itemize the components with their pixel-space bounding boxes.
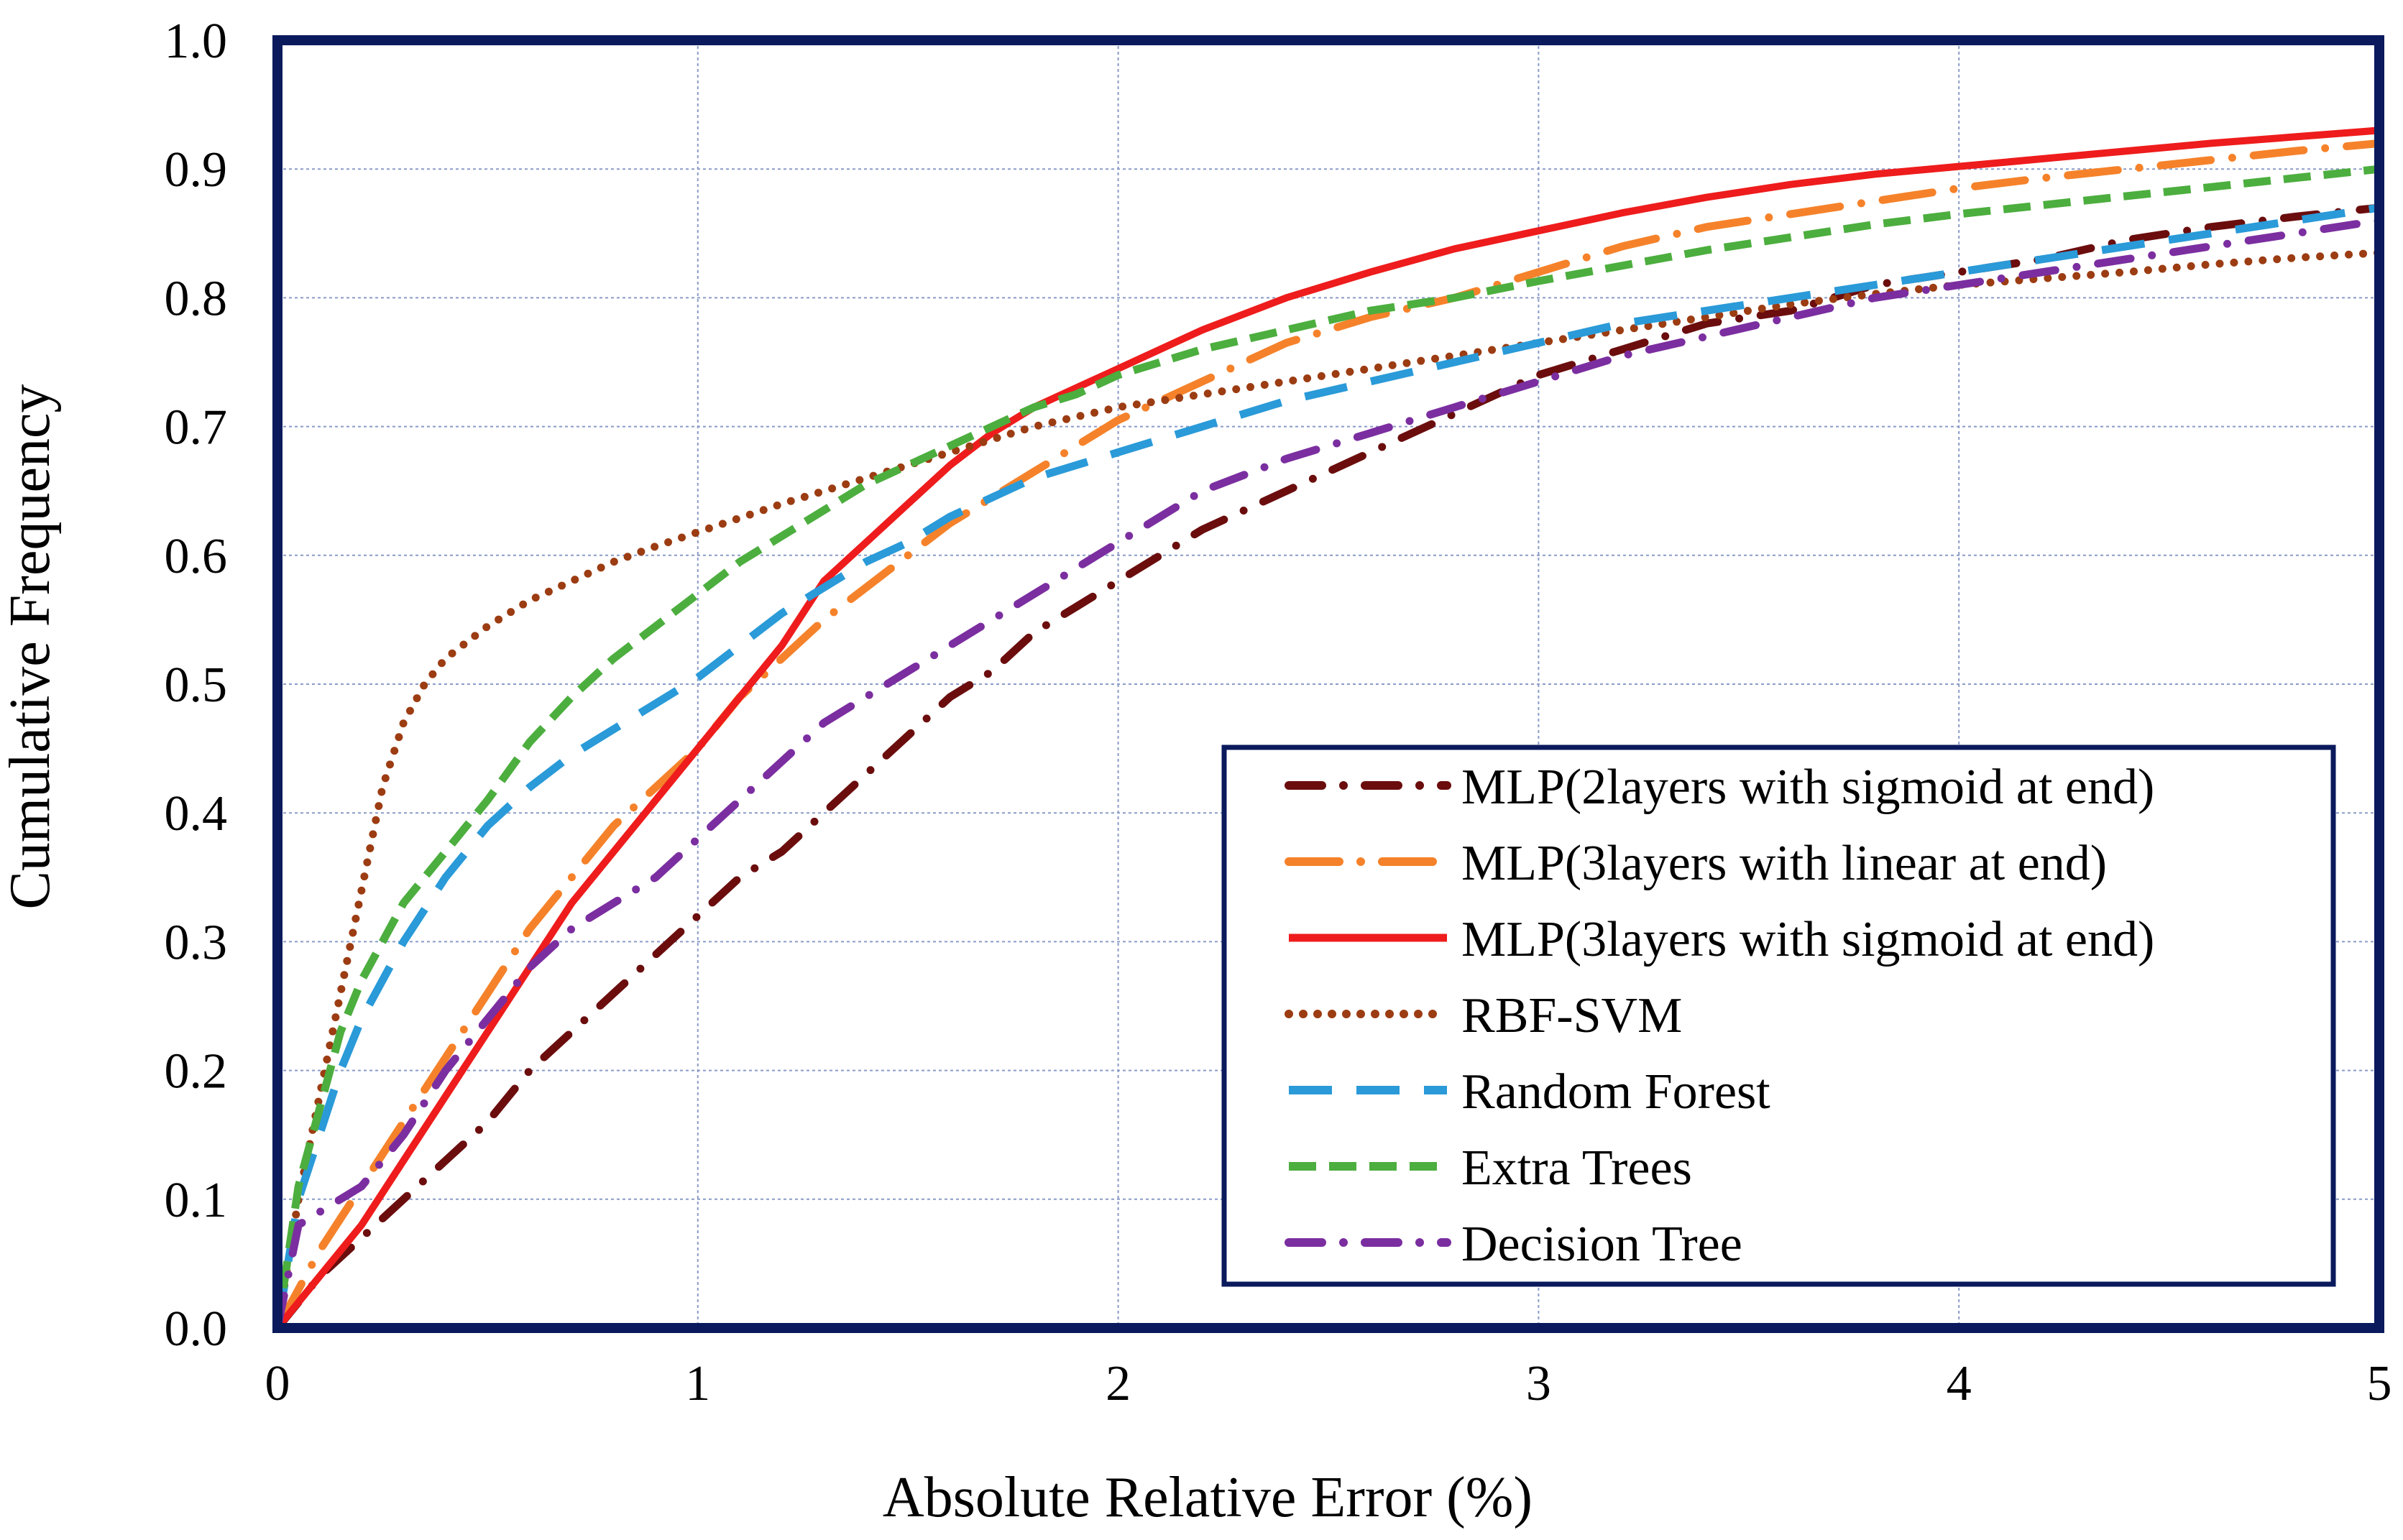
y-tick-label: 0.6 — [165, 529, 228, 584]
series-line-extra-trees — [273, 165, 2380, 1329]
tick-layer: 0 1 2 3 4 5 0.0 0.1 0.2 0.3 0.4 0.5 0.6 0.7 0.8 0.9 1.0 — [165, 14, 2392, 1411]
x-tick-label: 4 — [1947, 1356, 1972, 1411]
y-tick-label: 0.3 — [165, 915, 228, 970]
x-tick-label: 3 — [1526, 1356, 1551, 1411]
series-line-mlp-2layers-with-sigmoid-at-end — [273, 203, 2384, 1332]
legend-label: MLP(2layers with sigmoid at end) — [1461, 760, 2154, 815]
y-tick-label: 0.5 — [165, 658, 228, 713]
legend-label: Random Forest — [1461, 1064, 1770, 1120]
legend-label: MLP(3layers with sigmoid at end) — [1461, 912, 2154, 967]
series-layer — [273, 126, 2384, 1332]
legend: MLP(2layers with sigmoid at end) MLP(3lay… — [1221, 744, 2336, 1287]
y-tick-label: 0.9 — [165, 142, 228, 198]
y-tick-label: 0.2 — [165, 1044, 228, 1099]
x-tick-label: 5 — [2367, 1356, 2392, 1411]
y-tick-label: 0.4 — [165, 786, 228, 842]
legend-label: Decision Tree — [1461, 1217, 1742, 1272]
y-tick-label: 0.7 — [165, 400, 228, 456]
legend-label: MLP(3layers with linear at end) — [1461, 836, 2107, 891]
x-axis-label: Absolute Relative Error (%) — [883, 1466, 1533, 1529]
series-line-random-forest — [273, 203, 2380, 1329]
legend-label: Extra Trees — [1461, 1140, 1692, 1196]
x-tick-label: 0 — [265, 1356, 290, 1411]
y-tick-label: 0.8 — [165, 271, 228, 326]
x-tick-label: 1 — [685, 1356, 710, 1411]
y-axis-label: Cumulative Frequency — [0, 384, 62, 910]
y-tick-label: 0.0 — [165, 1301, 228, 1357]
y-tick-label: 1.0 — [165, 14, 228, 69]
legend-label: RBF-SVM — [1461, 988, 1682, 1043]
x-tick-label: 2 — [1106, 1356, 1131, 1411]
y-tick-label: 0.1 — [165, 1173, 228, 1228]
grid-layer — [277, 40, 2379, 1328]
series-line-decision-tree — [273, 216, 2384, 1332]
legend-box — [1221, 744, 2336, 1287]
series-line-mlp-3layers-with-sigmoid-at-end — [275, 126, 2380, 1331]
plot-frame — [272, 35, 2384, 1333]
